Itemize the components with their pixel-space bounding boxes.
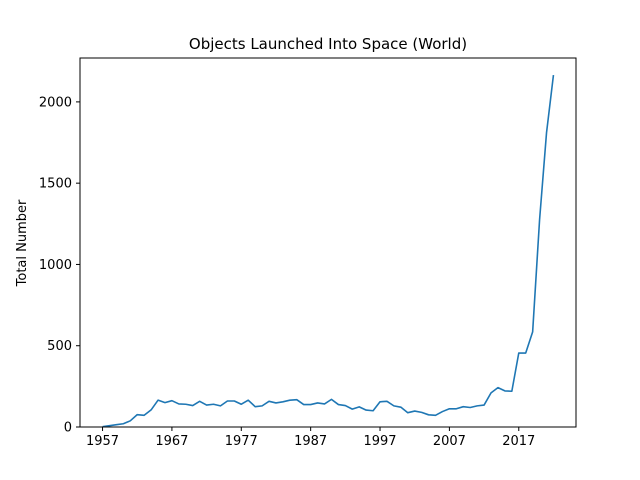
plot-frame <box>79 57 577 428</box>
axis-ticks: 1957 1967 1977 1987 1997 2007 2017 0 500 1000 1500… <box>39 95 535 449</box>
y-tick-label: 1000 <box>39 258 72 273</box>
y-tick-label: 1500 <box>39 177 72 192</box>
x-tick-label: 2007 <box>433 434 466 449</box>
series-line <box>102 74 555 428</box>
x-tick-label: 2017 <box>502 434 535 449</box>
chart-title: Objects Launched Into Space (World) <box>189 35 467 53</box>
y-axis-label: Total Number <box>15 199 30 287</box>
x-tick-label: 1997 <box>363 434 396 449</box>
series-layer <box>102 74 555 428</box>
x-tick-label: 1957 <box>86 434 119 449</box>
y-tick-label: 2000 <box>39 95 72 110</box>
x-tick-label: 1977 <box>225 434 258 449</box>
y-tick-label: 0 <box>64 421 72 436</box>
x-tick-label: 1987 <box>294 434 327 449</box>
x-tick-label: 1967 <box>155 434 188 449</box>
y-tick-label: 500 <box>47 339 72 354</box>
